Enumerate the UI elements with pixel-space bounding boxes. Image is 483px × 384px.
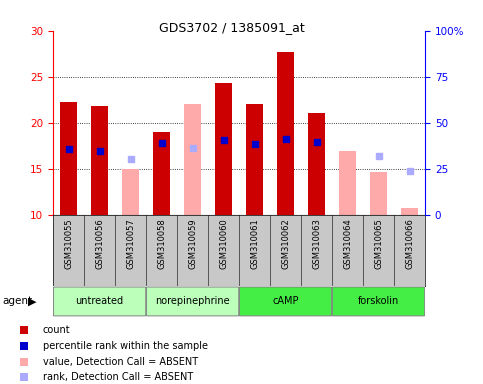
Text: agent: agent [2,296,32,306]
Text: rank, Detection Call = ABSENT: rank, Detection Call = ABSENT [43,372,193,382]
Text: GSM310061: GSM310061 [250,218,259,269]
Bar [339,151,356,215]
Bar [91,106,108,215]
Text: cAMP: cAMP [272,296,299,306]
Bar [122,169,139,215]
Text: GSM310062: GSM310062 [281,218,290,269]
Text: GSM310066: GSM310066 [405,218,414,270]
Text: percentile rank within the sample: percentile rank within the sample [43,341,208,351]
FancyBboxPatch shape [146,287,239,316]
Text: norepinephrine: norepinephrine [155,296,230,306]
Bar [370,172,387,215]
Bar [401,208,418,215]
Text: GDS3702 / 1385091_at: GDS3702 / 1385091_at [159,21,305,34]
FancyBboxPatch shape [240,287,332,316]
Text: GSM310057: GSM310057 [126,218,135,269]
Text: GSM310060: GSM310060 [219,218,228,269]
Bar [153,132,170,215]
FancyBboxPatch shape [54,287,146,316]
Bar [184,104,201,215]
Text: GSM310055: GSM310055 [64,218,73,269]
Text: GSM310059: GSM310059 [188,218,197,269]
Text: value, Detection Call = ABSENT: value, Detection Call = ABSENT [43,357,198,367]
Text: GSM310058: GSM310058 [157,218,166,269]
Text: GSM310056: GSM310056 [95,218,104,269]
Bar [308,113,325,215]
Text: ▶: ▶ [28,296,37,306]
FancyBboxPatch shape [332,287,425,316]
Text: GSM310064: GSM310064 [343,218,352,269]
Text: forskolin: forskolin [358,296,399,306]
Bar [60,102,77,215]
Text: GSM310065: GSM310065 [374,218,383,269]
Bar [215,83,232,215]
Bar [277,52,294,215]
Text: count: count [43,326,71,336]
Bar [246,104,263,215]
Text: untreated: untreated [75,296,124,306]
Text: GSM310063: GSM310063 [312,218,321,270]
